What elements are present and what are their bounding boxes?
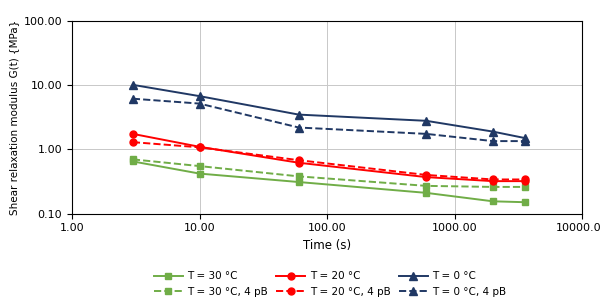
T = 20 °C, 4 pB [522,178,529,181]
T = 30 °C [522,200,529,204]
T = 20 °C [422,175,430,179]
T = 30 °C [422,191,430,195]
T = 30 °C [295,180,302,184]
Line: T = 0 °C, 4 pB: T = 0 °C, 4 pB [128,95,530,145]
T = 20 °C, 4 pB [196,145,203,149]
T = 0 °C [295,113,302,117]
Line: T = 30 °C, 4 pB: T = 30 °C, 4 pB [130,156,529,190]
T = 20 °C [522,179,529,183]
Legend: T = 30 °C, T = 30 °C, 4 pB, T = 20 °C, T = 20 °C, 4 pB, T = 0 °C, T = 0 °C, 4 pB: T = 30 °C, T = 30 °C, 4 pB, T = 20 °C, T… [151,268,509,300]
T = 30 °C, 4 pB [129,158,136,161]
Line: T = 20 °C: T = 20 °C [130,131,529,185]
T = 30 °C, 4 pB [196,164,203,168]
T = 20 °C, 4 pB [129,140,136,144]
T = 30 °C, 4 pB [522,185,529,189]
T = 20 °C [489,179,496,183]
Line: T = 20 °C, 4 pB: T = 20 °C, 4 pB [130,139,529,183]
T = 20 °C [129,132,136,136]
T = 20 °C [196,145,203,149]
T = 20 °C, 4 pB [489,178,496,181]
T = 0 °C, 4 pB [295,126,302,129]
T = 0 °C, 4 pB [422,132,430,136]
Line: T = 0 °C: T = 0 °C [128,81,530,142]
T = 0 °C, 4 pB [129,97,136,101]
Y-axis label: Shear relaxation modulus G(t) {MPa}: Shear relaxation modulus G(t) {MPa} [10,20,19,215]
T = 30 °C, 4 pB [295,174,302,178]
X-axis label: Time (s): Time (s) [303,239,351,252]
T = 20 °C, 4 pB [295,158,302,162]
T = 0 °C [196,94,203,98]
T = 0 °C, 4 pB [489,139,496,143]
T = 20 °C, 4 pB [422,173,430,177]
T = 0 °C [129,83,136,87]
T = 20 °C [295,161,302,165]
T = 30 °C [196,172,203,175]
T = 30 °C [489,199,496,203]
T = 30 °C [129,160,136,163]
T = 0 °C [422,119,430,123]
Line: T = 30 °C: T = 30 °C [130,158,529,206]
T = 0 °C [489,130,496,133]
T = 0 °C, 4 pB [196,102,203,106]
T = 0 °C [522,136,529,140]
T = 0 °C, 4 pB [522,139,529,143]
T = 30 °C, 4 pB [489,185,496,189]
T = 30 °C, 4 pB [422,184,430,188]
